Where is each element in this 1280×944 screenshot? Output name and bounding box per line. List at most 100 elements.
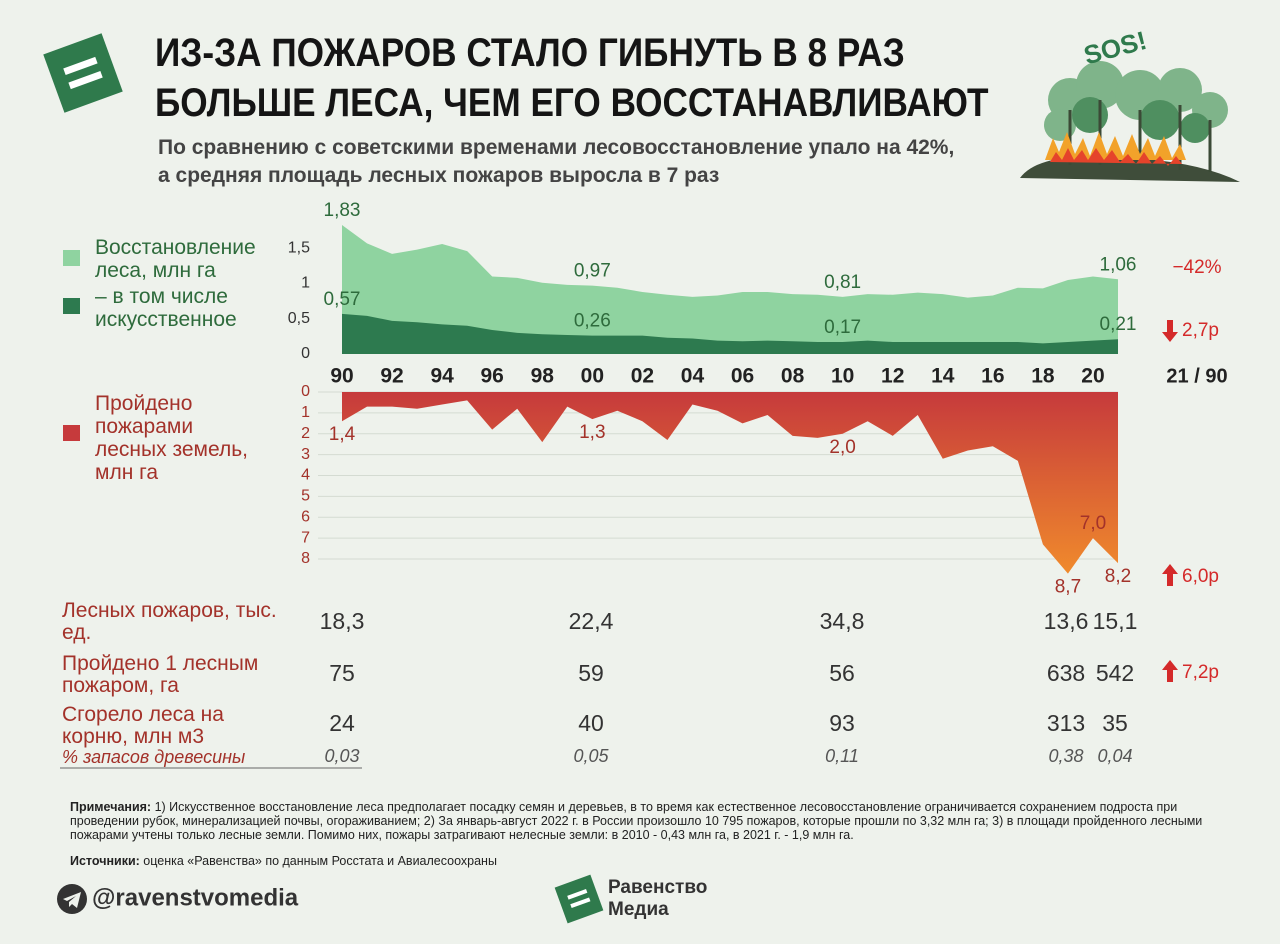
table-cell: 13,6 bbox=[1043, 608, 1089, 634]
y-tick-label: 6 bbox=[301, 508, 310, 525]
subtitle-line: а средняя площадь лесных пожаров выросла… bbox=[158, 164, 720, 187]
per-fire-change: 7,2р bbox=[1182, 662, 1219, 683]
sources: Источники: оценка «Равенства» по данным … bbox=[70, 854, 1220, 868]
logo-text: Медиа bbox=[608, 899, 669, 920]
table-cell: 313 bbox=[1046, 710, 1086, 736]
restoration-change: −42% bbox=[1172, 257, 1221, 278]
x-tick-label: 92 bbox=[380, 365, 403, 388]
legend-entry: Восстановление леса, млн га bbox=[95, 236, 256, 282]
sources-label: Источники: bbox=[70, 854, 140, 868]
y-tick-label: 1 bbox=[301, 275, 310, 292]
data-label: 1,3 bbox=[579, 422, 605, 443]
x-tick-label: 96 bbox=[481, 365, 504, 388]
x-tick-label: 06 bbox=[731, 365, 754, 388]
y-tick-label: 0 bbox=[301, 383, 310, 400]
data-label: 7,0 bbox=[1080, 513, 1106, 534]
table-cell: 59 bbox=[578, 660, 604, 686]
data-label: 8,2 bbox=[1105, 566, 1131, 587]
row-label: Сгорело леса на корню, млн м3 bbox=[62, 703, 224, 748]
logo-text: Равенство bbox=[608, 877, 707, 898]
x-tick-label: 02 bbox=[631, 365, 654, 388]
data-label: 0,26 bbox=[574, 311, 611, 332]
x-tick-label: 04 bbox=[681, 365, 705, 388]
arrow-icons bbox=[1162, 320, 1178, 682]
table-cell: 56 bbox=[829, 660, 855, 686]
subtitle: По сравнению с советскими временами лесо… bbox=[158, 134, 954, 190]
x-tick-label: 08 bbox=[781, 365, 805, 388]
data-label: 0,21 bbox=[1100, 314, 1137, 335]
y-tick-label: 8 bbox=[301, 550, 310, 567]
table-cell: 34,8 bbox=[819, 608, 865, 634]
data-label: 1,83 bbox=[324, 200, 361, 221]
data-label: 8,7 bbox=[1055, 577, 1081, 598]
sources-text: оценка «Равенства» по данным Росстата и … bbox=[143, 854, 497, 868]
x-tick-label: 16 bbox=[981, 365, 1004, 388]
title-line: ИЗ-ЗА ПОЖАРОВ СТАЛО ГИБНУТЬ В 8 РАЗ bbox=[155, 31, 905, 75]
table-cell: 35 bbox=[1102, 710, 1128, 736]
table-cell: 24 bbox=[329, 710, 355, 736]
legend-entry: Пройдено пожарами лесных земель, млн га bbox=[95, 392, 248, 484]
telegram-icon bbox=[57, 884, 87, 914]
legend-swatch bbox=[63, 425, 80, 441]
y-tick-label: 3 bbox=[301, 446, 310, 463]
notes-label: Примечания: bbox=[70, 800, 152, 814]
y-tick-label: 7 bbox=[301, 529, 310, 546]
table-cell: 542 bbox=[1095, 660, 1135, 686]
title: ИЗ-ЗА ПОЖАРОВ СТАЛО ГИБНУТЬ В 8 РАЗ БОЛЬ… bbox=[155, 28, 989, 128]
data-label: 0,97 bbox=[574, 261, 611, 282]
legend-swatch bbox=[63, 298, 80, 314]
table-cell: 15,1 bbox=[1092, 608, 1138, 634]
x-tick-label: 18 bbox=[1031, 365, 1055, 388]
x-tick-label: 98 bbox=[531, 365, 555, 388]
y-tick-label: 0 bbox=[301, 345, 310, 362]
table-cell: 40 bbox=[578, 710, 604, 736]
table-subcell: 0,05 bbox=[573, 746, 609, 766]
y-tick-label: 0,5 bbox=[288, 310, 310, 327]
table-cell: 18,3 bbox=[319, 608, 365, 634]
legend-entry: – в том числе искусственное bbox=[95, 285, 237, 331]
table-cell: 22,4 bbox=[568, 608, 614, 634]
data-label: 2,0 bbox=[829, 437, 855, 458]
y-tick-label: 1 bbox=[301, 404, 310, 421]
x-tick-label: 10 bbox=[831, 365, 854, 388]
sos-label: SOS! bbox=[1081, 25, 1150, 70]
table-cell: 638 bbox=[1046, 660, 1086, 686]
y-tick-label: 1,5 bbox=[288, 239, 310, 256]
row-label: Лесных пожаров, тыс. ед. bbox=[62, 599, 277, 644]
row-label: Пройдено 1 лесным пожаром, га bbox=[62, 652, 259, 697]
logo bbox=[43, 33, 123, 113]
y-tick-label: 4 bbox=[301, 467, 310, 484]
x-tick-label: 14 bbox=[931, 365, 955, 388]
table-cell: 93 bbox=[829, 710, 855, 736]
data-label: 0,17 bbox=[824, 317, 861, 338]
x-tick-label: 20 bbox=[1081, 365, 1104, 388]
data-label: 1,4 bbox=[329, 424, 356, 445]
y-tick-label: 5 bbox=[301, 488, 310, 505]
table-subcell: 0,04 bbox=[1097, 746, 1133, 766]
area bbox=[342, 392, 1118, 574]
data-label: 0,57 bbox=[324, 289, 361, 310]
period-label: 21 / 90 bbox=[1166, 365, 1227, 387]
x-tick-label: 00 bbox=[581, 365, 604, 388]
row-sublabel: % запасов древесины bbox=[62, 747, 246, 767]
table-subcell: 0,11 bbox=[825, 746, 859, 766]
x-tick-label: 12 bbox=[881, 365, 904, 388]
x-tick-label: 94 bbox=[430, 365, 454, 388]
notes: Примечания: 1) Искусственное восстановле… bbox=[70, 800, 1220, 868]
subtitle-line: По сравнению с советскими временами лесо… bbox=[158, 136, 955, 159]
table-subcell: 0,03 bbox=[324, 746, 360, 766]
notes-text: 1) Искусственное восстановление леса пре… bbox=[70, 800, 1203, 842]
table-cell: 75 bbox=[329, 660, 355, 686]
area bbox=[342, 313, 1118, 354]
handle: @ravenstvomedia bbox=[92, 884, 299, 911]
table-subcell: 0,38 bbox=[1048, 746, 1084, 766]
artificial-change: 2,7р bbox=[1182, 320, 1219, 341]
area bbox=[342, 224, 1118, 354]
x-tick-label: 90 bbox=[330, 365, 353, 388]
data-label: 1,06 bbox=[1100, 254, 1137, 275]
burned-change: 6,0р bbox=[1182, 566, 1219, 587]
y-tick-label: 2 bbox=[301, 425, 310, 442]
title-line: БОЛЬШЕ ЛЕСА, ЧЕМ ЕГО ВОССТАНАВЛИВАЮТ bbox=[155, 81, 989, 125]
